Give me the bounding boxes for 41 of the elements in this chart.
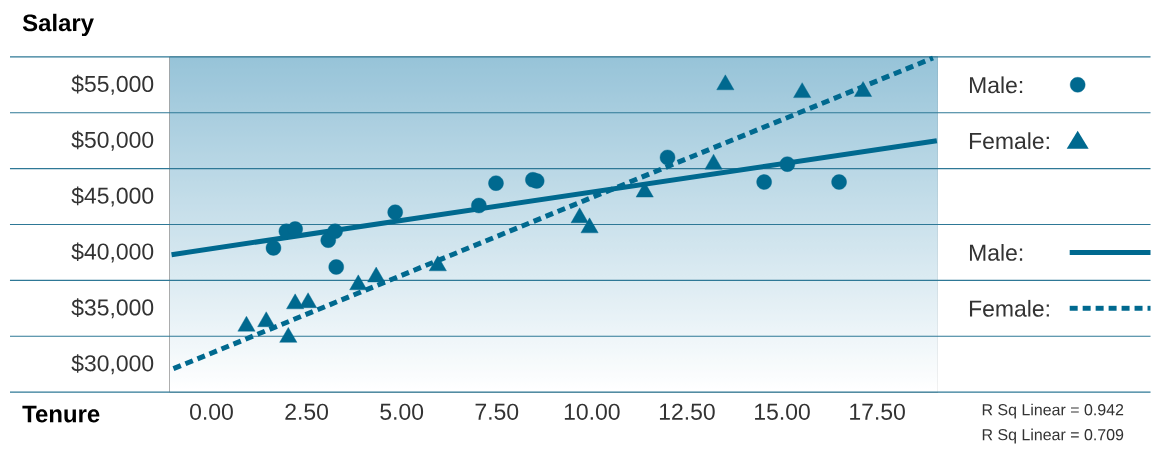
x-tick-label: 0.00 [190,403,233,420]
y-tick-label: $50,000 [71,130,154,151]
point [286,293,304,310]
point [387,204,403,220]
x-tick-label: 5.00 [380,403,424,420]
x-tick-label: 12.50 [659,403,715,420]
y-tick-label: $45,000 [71,186,154,207]
point [367,266,386,283]
legend-label: Male: [969,76,1023,94]
point [659,149,676,166]
y-tick-label: $40,000 [71,242,154,263]
legend-label: Female: [969,299,1049,317]
y-tick-label: $30,000 [71,354,154,375]
point [831,174,847,190]
x-tick-label: 10.00 [564,403,620,420]
text: R Sq Linear = 0.709 [982,428,1124,444]
y-tick-label: $55,000 [71,74,154,95]
point [257,311,276,327]
point [237,316,256,332]
point [265,240,282,256]
chart-title: Salary [22,13,94,37]
point [279,327,298,343]
x-tick-label: 15.00 [755,403,810,420]
x-tick-label: 7.50 [475,403,519,420]
legend-label: Male: [969,244,1023,261]
y-tick-label: $35,000 [71,298,154,319]
point [349,274,368,291]
point [779,156,796,172]
text: R Sq Linear = 0.942 [982,403,1124,419]
legend-label: Female: [969,132,1049,150]
point [488,175,504,191]
x-tick-label: 2.50 [285,403,328,420]
point [580,217,599,234]
point [299,292,317,308]
point [327,223,343,239]
point [756,174,772,190]
point [471,197,487,214]
point [428,255,447,272]
point [328,259,344,275]
x-tick-label: 17.50 [850,403,905,420]
x-axis-title: Tenure [22,405,100,423]
